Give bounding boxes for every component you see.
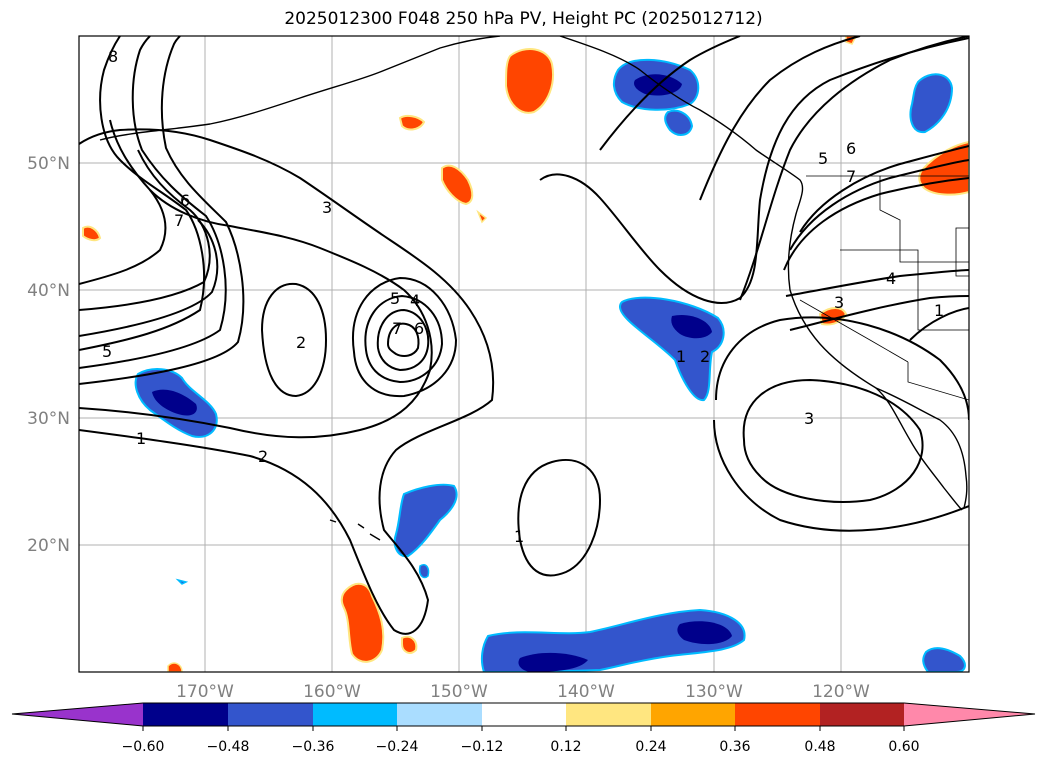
pv-positive-region [504, 48, 554, 114]
contour-label: 2 [258, 447, 268, 466]
state-border [840, 249, 969, 331]
colorbar-tick-label: 0.36 [719, 739, 750, 755]
colorbar-extend-high [904, 703, 1035, 726]
pv-anomaly-fields [82, 36, 969, 672]
state-border [879, 176, 969, 263]
lat-label: 20°N [27, 536, 70, 556]
us-mexico-border [907, 362, 969, 401]
pv-negative-region [664, 109, 694, 136]
colorbar-segment [397, 703, 482, 726]
colorbar-tick-label: 0.60 [888, 739, 919, 755]
contour-label: 5 [390, 289, 400, 308]
contour-label: 6 [414, 319, 424, 338]
contour-label: 4 [410, 291, 420, 310]
latitude-labels: 50°N 40°N 30°N 20°N [27, 154, 70, 556]
contour-label: 6 [846, 139, 856, 158]
state-border [955, 227, 969, 277]
contour-label: 2 [700, 347, 710, 366]
contour-label: 5 [102, 342, 112, 361]
pv-positive-region [401, 635, 418, 654]
colorbar-tick-label: −0.12 [461, 739, 504, 755]
colorbar-segment [735, 703, 820, 726]
colorbar: −0.60 −0.48 −0.36 −0.24 −0.12 0.12 0.24 … [11, 702, 1036, 755]
colorbar-segment [651, 703, 735, 726]
pv-negative-core [518, 652, 588, 672]
contour-label: 7 [174, 211, 184, 230]
colorbar-tick-label: −0.60 [122, 739, 165, 755]
height-contours [79, 36, 969, 635]
pv-positive-region [918, 140, 969, 196]
colorbar-segment [482, 703, 566, 726]
lat-label: 30°N [27, 409, 70, 429]
pv-negative-region [418, 564, 430, 579]
coastlines [99, 36, 968, 541]
contour-label: 4 [886, 269, 896, 288]
contour-label: 8 [108, 47, 118, 66]
political-borders [799, 175, 969, 401]
colorbar-extend-low [12, 703, 143, 726]
contour-label: 7 [392, 319, 402, 338]
pv-negative-region [909, 73, 954, 134]
colorbar-segment [313, 703, 397, 726]
north-america-coast [559, 36, 968, 509]
lon-label: 170°W [176, 682, 234, 702]
lat-label: 50°N [27, 154, 70, 174]
lon-label: 140°W [557, 682, 615, 702]
colorbar-tick-label: −0.48 [207, 739, 250, 755]
pv-negative-core [677, 621, 732, 645]
pv-positive-region [476, 209, 488, 224]
pv-positive-region [82, 225, 102, 242]
colorbar-segment [566, 703, 651, 726]
longitude-labels: 170°W 160°W 150°W 140°W 130°W 120°W [176, 682, 870, 702]
contour-label: 7 [846, 167, 856, 186]
contour-labels: 8 6 7 3 5 4 7 6 2 5 1 2 1 1 2 3 5 6 7 4 … [102, 47, 944, 546]
colorbar-ticks [142, 726, 905, 731]
map-area [79, 36, 969, 672]
contour-label: 1 [676, 347, 686, 366]
pv-positive-region [441, 164, 474, 206]
pv-positive-region [167, 662, 183, 672]
lat-label: 40°N [27, 281, 70, 301]
pv-positive-region [398, 114, 426, 131]
colorbar-tick-label: 0.24 [635, 739, 666, 755]
colorbar-tick-label: −0.36 [292, 739, 335, 755]
pv-positive-region [340, 582, 385, 663]
contour-label: 3 [834, 293, 844, 312]
pv-negative-region [175, 578, 189, 585]
contour-label: 1 [514, 527, 524, 546]
map-frame [78, 35, 970, 673]
contour-label: 5 [818, 149, 828, 168]
pv-negative-region [393, 483, 458, 558]
state-border [799, 299, 909, 363]
lon-label: 120°W [812, 682, 870, 702]
contour-label: 1 [136, 429, 146, 448]
colorbar-segment [143, 703, 228, 726]
map-title: 2025012300 F048 250 hPa PV, Height PC (2… [284, 9, 763, 29]
contour-label: 3 [322, 198, 332, 217]
pv-negative-region [922, 647, 966, 672]
aleutian-coast [99, 36, 501, 141]
lon-label: 150°W [430, 682, 488, 702]
colorbar-tick-label: 0.12 [550, 739, 581, 755]
colorbar-tick-label: −0.24 [376, 739, 419, 755]
lon-label: 130°W [685, 682, 743, 702]
contour-label: 6 [180, 191, 190, 210]
graticule [79, 36, 969, 672]
lon-label: 160°W [303, 682, 361, 702]
hawaii-islands [329, 519, 381, 541]
contour-label: 3 [804, 409, 814, 428]
contour-label: 1 [934, 301, 944, 320]
pv-negative-core [671, 314, 712, 339]
contour-label: 2 [296, 333, 306, 352]
colorbar-segment [228, 703, 313, 726]
baja-coast [875, 387, 963, 511]
colorbar-segment [820, 703, 904, 726]
colorbar-tick-label: 0.48 [804, 739, 835, 755]
pv-negative-core [152, 389, 197, 416]
